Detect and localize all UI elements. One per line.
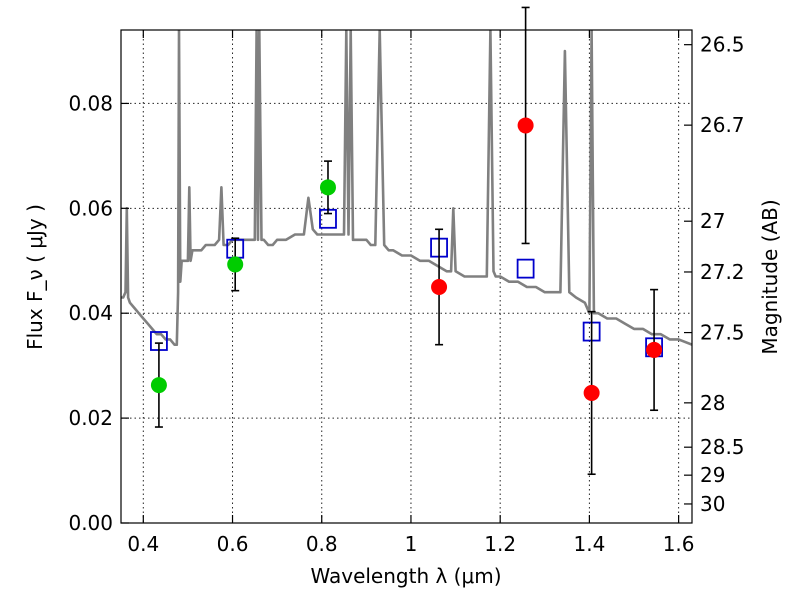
- x-tick-label: 1: [405, 532, 418, 556]
- right-tick-label: 30: [700, 492, 725, 516]
- plot-frame: [120, 29, 693, 524]
- right-tick-label: 26.5: [700, 33, 745, 57]
- observed-point: [319, 179, 336, 196]
- model-point: [516, 258, 535, 279]
- observed-point: [583, 384, 600, 401]
- points-layer: [150, 6, 663, 476]
- right-tick-label: 27.2: [700, 260, 745, 284]
- x-tick-label: 1.4: [573, 532, 605, 556]
- x-tick-label: 0.6: [217, 532, 249, 556]
- y-tick-label: 0.06: [68, 196, 113, 220]
- ticks-layer: 0.4 0.6 0.8 1 1.2 1.4 1.6 0.00 0.02 0.04 0.06 0.08 2…: [68, 30, 745, 556]
- right-tick-label: 28: [700, 391, 725, 415]
- x-tick-label: 0.8: [306, 532, 338, 556]
- x-tick-label: 1.6: [663, 532, 695, 556]
- observed-point: [227, 256, 244, 273]
- right-axis-label: Magnitude (AB): [758, 199, 782, 354]
- y-tick-label: 0.02: [68, 406, 113, 430]
- grid-lines: [121, 30, 692, 523]
- right-tick-label: 26.7: [700, 113, 745, 137]
- x-tick-label: 0.4: [127, 532, 159, 556]
- observed-point: [150, 377, 167, 394]
- y-tick-label: 0.08: [68, 91, 113, 115]
- x-tick-label: 1.2: [484, 532, 516, 556]
- right-tick-label: 28.5: [700, 435, 745, 459]
- spectrum-line: [121, 30, 692, 346]
- y-axis-label: Flux F_ν ( μJy ): [23, 204, 47, 350]
- right-tick-label: 27.5: [700, 321, 745, 345]
- x-axis-label: Wavelength λ (μm): [310, 564, 501, 588]
- observed-point: [431, 278, 448, 295]
- right-tick-label: 29: [700, 463, 725, 487]
- spectrum-layer: [121, 30, 692, 346]
- observed-point: [517, 117, 534, 134]
- observed-point: [646, 341, 663, 358]
- y-tick-label: 0.04: [68, 301, 113, 325]
- y-tick-label: 0.00: [68, 511, 113, 535]
- right-tick-label: 27: [700, 209, 725, 233]
